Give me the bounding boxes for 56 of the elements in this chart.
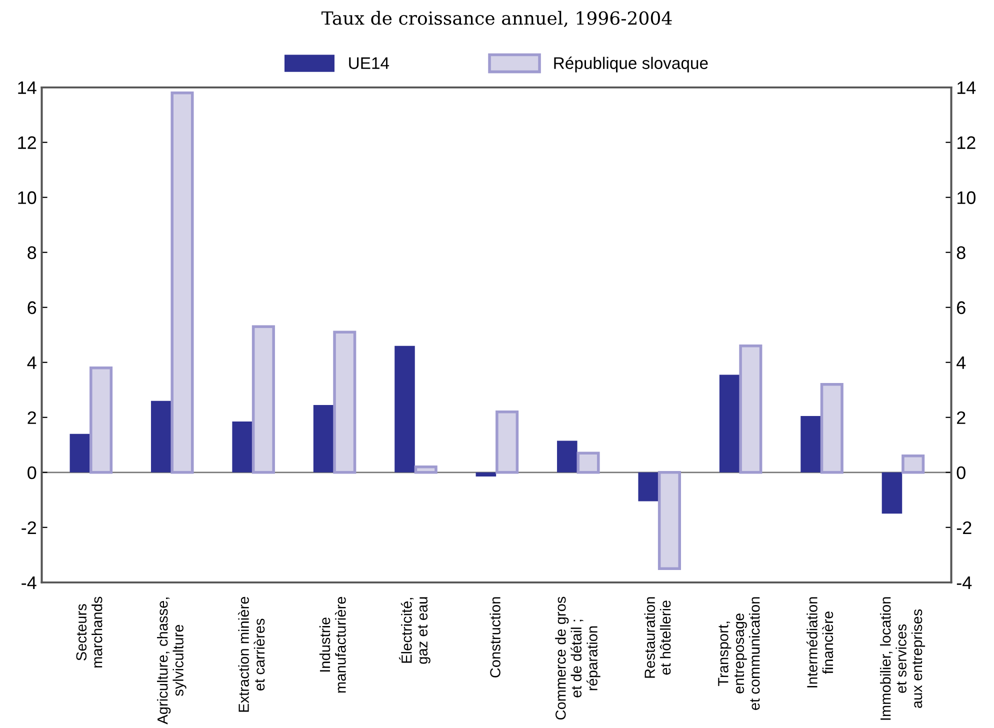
x-tick-label: Intermédiation financière: [806, 597, 834, 688]
y2-tick-label: 10: [957, 191, 976, 204]
y-tick-label: 2: [28, 411, 36, 424]
bar: [476, 472, 496, 477]
y2-tick-label: 14: [957, 81, 976, 94]
x-tick-label: Transport, entreposage et communication: [718, 597, 760, 710]
y2-tick-label: 6: [957, 301, 966, 314]
x-tick-label: Électricité, gaz et eau: [399, 597, 430, 664]
legend-label: République slovaque: [554, 56, 708, 72]
bar: [90, 366, 113, 474]
y-tick-label: 0: [28, 466, 36, 480]
y-tick-label: 4: [27, 356, 36, 369]
y-tick-label: 6: [28, 301, 36, 314]
legend-label: UE14: [349, 57, 390, 70]
bar: [232, 422, 252, 472]
x-tick-label: Extraction minière et carrières: [238, 596, 265, 712]
x-tick-label: Secteurs marchands: [76, 596, 102, 668]
y2-tick-label: 8: [956, 246, 966, 260]
x-tick-label: Immobilier, location et services aux entreprises: [880, 597, 926, 720]
bar: [576, 452, 600, 474]
x-tick-label: Commerce de gros et de détail ; réparation: [555, 596, 600, 720]
bar: [313, 405, 334, 472]
bar: [557, 440, 578, 472]
y2-tick-label: 4: [956, 356, 966, 369]
y-tick-label: 10: [18, 191, 36, 204]
chart-subtitle: Taux de croissance annuel, 1996-2004: [321, 10, 672, 28]
x-tick-label: Industrie manufacturière: [319, 596, 346, 693]
y-tick-label: 12: [18, 136, 36, 149]
bar: [170, 91, 194, 474]
y2-tick-label: 12: [957, 136, 976, 149]
y2-tick-label: -4: [956, 576, 972, 589]
y-tick-label: -4: [22, 576, 36, 589]
y-tick-label: -2: [22, 521, 36, 534]
bar: [252, 325, 275, 474]
x-tick-label: Restauration et hôtellerie: [644, 597, 671, 678]
bar: [739, 344, 762, 474]
bar: [902, 454, 925, 474]
y2-tick-label: 0: [956, 466, 966, 480]
y2-tick-label: 2: [957, 411, 966, 424]
bar: [150, 400, 172, 472]
bar: [820, 382, 844, 474]
bar: [638, 472, 658, 502]
x-tick-label: Agriculture, chasse, sylviculture: [157, 598, 186, 724]
bar: [70, 434, 90, 472]
bar: [882, 472, 902, 514]
bar: [333, 330, 356, 474]
x-tick-label: Construction: [490, 597, 500, 678]
y-tick-label: 14: [18, 81, 36, 94]
bar: [658, 471, 681, 570]
bar: [394, 346, 415, 472]
bar: [719, 374, 740, 472]
bar: [496, 410, 519, 474]
bar: [414, 466, 438, 474]
y2-tick-label: -2: [956, 521, 972, 534]
y-tick-label: 8: [28, 246, 36, 260]
bar: [800, 416, 821, 472]
